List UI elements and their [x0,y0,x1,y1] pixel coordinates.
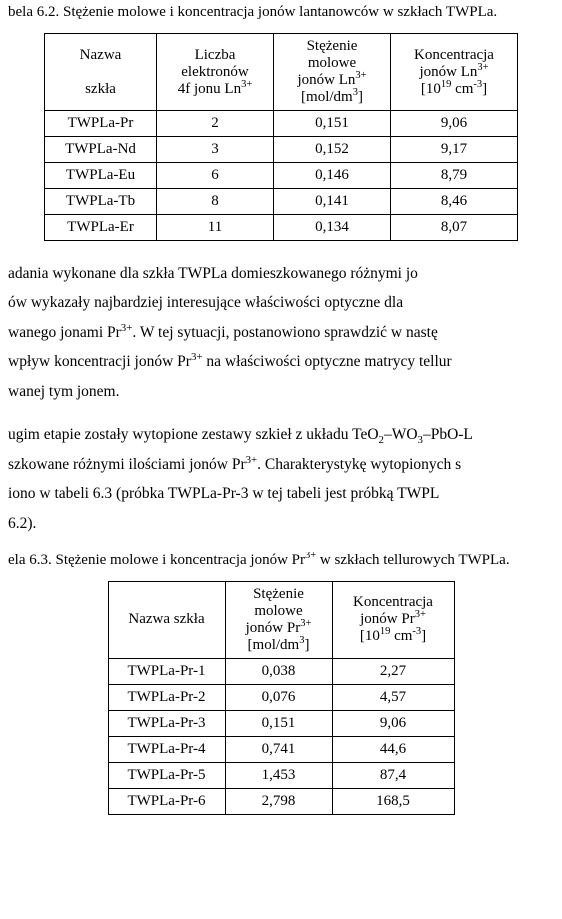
table-cell: TWPLa-Nd [45,137,157,163]
table-cell: TWPLa-Pr-5 [108,762,225,788]
table-cell: 0,146 [274,163,391,189]
table-cell: 8,07 [391,215,518,241]
table-cell: 9,06 [332,710,454,736]
col-header-name: Nazwa szkła [108,581,225,658]
table-row: TWPLa-Eu60,1468,79 [45,163,518,189]
table-cell: 9,06 [391,111,518,137]
table-6-2-caption: bela 6.2. Stężenie molowe i koncentracja… [8,4,554,21]
table-row: TWPLa-Pr-10,0382,27 [108,658,454,684]
table-cell: 1,453 [225,762,332,788]
table-cell: 0,134 [274,215,391,241]
table-cell: 9,17 [391,137,518,163]
table-cell: 44,6 [332,736,454,762]
table-cell: TWPLa-Pr [45,111,157,137]
table-cell: 0,038 [225,658,332,684]
table-cell: TWPLa-Pr-6 [108,788,225,814]
table-cell: TWPLa-Pr-3 [108,710,225,736]
table-cell: TWPLa-Tb [45,189,157,215]
col-header-electrons: Liczba elektronów 4f jonu Ln3+ [157,34,274,111]
table-row: TWPLa-Pr-40,74144,6 [108,736,454,762]
table-cell: 3 [157,137,274,163]
paragraph-1: adania wykonane dla szkła TWPLa domieszk… [8,259,554,406]
table-row: TWPLa-Pr-20,0764,57 [108,684,454,710]
table-cell: 0,741 [225,736,332,762]
table-cell: 8 [157,189,274,215]
col-header-molar: Stężenie molowe jonów Ln3+ [mol/dm3] [274,34,391,111]
paragraph-2: ugim etapie zostały wytopione zestawy sz… [8,420,554,538]
table-row: TWPLa-Pr-62,798168,5 [108,788,454,814]
table-cell: 87,4 [332,762,454,788]
col-header-concentration: Koncentracja jonów Pr3+ [1019 cm-3] [332,581,454,658]
table-cell: 2,27 [332,658,454,684]
table-cell: 11 [157,215,274,241]
table-cell: TWPLa-Pr-1 [108,658,225,684]
col-header-molar: Stężenie molowe jonów Pr3+ [mol/dm3] [225,581,332,658]
table-cell: 0,152 [274,137,391,163]
table-cell: 8,79 [391,163,518,189]
table-cell: TWPLa-Eu [45,163,157,189]
table-row: TWPLa-Pr-51,45387,4 [108,762,454,788]
table-row: TWPLa-Nd30,1529,17 [45,137,518,163]
table-cell: 0,151 [225,710,332,736]
table-cell: 0,141 [274,189,391,215]
table-row: TWPLa-Pr-30,1519,06 [108,710,454,736]
table-cell: 0,076 [225,684,332,710]
table-cell: 6 [157,163,274,189]
table-row: TWPLa-Pr20,1519,06 [45,111,518,137]
table-cell: TWPLa-Pr-4 [108,736,225,762]
table-6-2: Nazwa szkła Liczba elektronów 4f jonu Ln… [44,33,518,241]
table-row: TWPLa-Tb80,1418,46 [45,189,518,215]
table-cell: TWPLa-Er [45,215,157,241]
table-6-3-caption: ela 6.3. Stężenie molowe i koncentracja … [8,552,554,569]
table-6-3: Nazwa szkła Stężenie molowe jonów Pr3+ [… [108,581,455,815]
table-row: TWPLa-Er110,1348,07 [45,215,518,241]
col-header-name: Nazwa szkła [45,34,157,111]
col-header-concentration: Koncentracja jonów Ln3+ [1019 cm-3] [391,34,518,111]
table-cell: 168,5 [332,788,454,814]
table-cell: 2,798 [225,788,332,814]
table-cell: 2 [157,111,274,137]
table-cell: 8,46 [391,189,518,215]
table-cell: TWPLa-Pr-2 [108,684,225,710]
table-cell: 0,151 [274,111,391,137]
table-cell: 4,57 [332,684,454,710]
